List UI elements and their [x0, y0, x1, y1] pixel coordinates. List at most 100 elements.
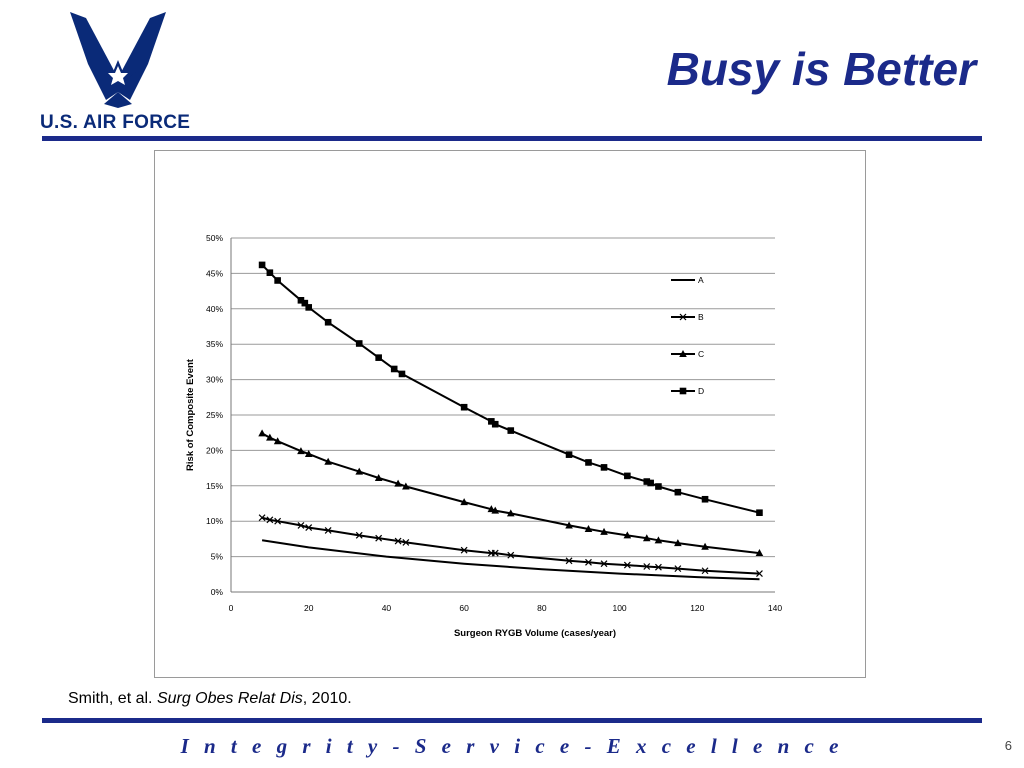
series-d-point	[274, 277, 281, 284]
y-tick-label: 30%	[206, 375, 223, 385]
chart-series	[258, 261, 764, 581]
citation-year: , 2010.	[302, 690, 352, 707]
chart-frame: 0% 5% 10% 15% 20% 25% 30% 35% 40% 45% 50% 0 20 40 60 80…	[154, 150, 866, 678]
series-c-point	[600, 527, 608, 535]
series-c-point	[266, 433, 274, 441]
series-d-point	[390, 365, 398, 373]
series-d-point	[655, 483, 662, 490]
series-d-point	[600, 464, 608, 471]
series-d-point	[643, 478, 651, 485]
page-number: 6	[1004, 738, 1012, 753]
series-b-point	[674, 565, 682, 573]
x-tick-label: 80	[537, 603, 547, 613]
series-d-point	[756, 509, 763, 517]
citation-journal: Surg Obes Relat Dis	[156, 690, 303, 707]
series-d-point	[674, 488, 682, 496]
series-c-point	[755, 549, 764, 557]
slide-title: Busy is Better	[666, 43, 976, 95]
y-tick-label: 20%	[206, 445, 223, 455]
series-c-point	[304, 449, 313, 457]
series-c-point	[258, 429, 266, 437]
series-c-point	[402, 482, 410, 490]
series-d-point	[398, 370, 406, 378]
series-b-point	[701, 567, 709, 575]
series-d-point	[324, 318, 332, 326]
legend-d-label: D	[698, 386, 704, 396]
series-c-point	[654, 536, 663, 544]
y-axis-label: Risk of Composite Event	[185, 358, 196, 471]
y-tick-label: 5%	[211, 552, 224, 562]
series-b-point	[375, 534, 383, 542]
series-b-point	[507, 551, 515, 559]
y-tick-label: 50%	[206, 233, 223, 243]
air-force-logo-icon	[70, 12, 166, 108]
citation: Smith, et al. Surg Obes Relat Dis, 2010.	[68, 690, 352, 708]
chart-gridlines	[231, 237, 775, 558]
footer-motto: I n t e g r i t y - S e r v i c e - E x …	[180, 734, 844, 758]
series-c-point	[394, 479, 402, 487]
series-d-point	[488, 418, 495, 425]
series-a-line	[261, 539, 760, 581]
series-d-point	[507, 427, 515, 434]
series-c-point	[623, 531, 632, 539]
x-tick-label: 40	[382, 603, 392, 613]
series-b-point	[600, 560, 608, 568]
series-b-point	[266, 516, 274, 524]
series-b-point	[402, 539, 410, 546]
series-b-point	[324, 526, 332, 534]
y-tick-label: 10%	[206, 516, 223, 526]
risk-vs-volume-chart: 0% 5% 10% 15% 20% 25% 30% 35% 40% 45% 50% 0 20 40 60 80…	[185, 233, 782, 639]
series-d-point	[301, 299, 309, 307]
legend-b-marker	[679, 313, 687, 321]
logo-wordmark: U.S. AIR FORCE	[40, 112, 191, 133]
x-tick-label: 0	[229, 603, 234, 613]
series-c-point	[506, 509, 515, 517]
series-d-point	[266, 269, 274, 276]
series-c-point	[297, 447, 305, 455]
x-axis-label: Surgeon RYGB Volume (cases/year)	[454, 628, 616, 639]
y-tick-label: 40%	[206, 304, 223, 314]
series-b-point	[565, 557, 573, 565]
series-d-point	[460, 403, 468, 411]
series-d-point	[701, 495, 709, 503]
x-tick-label: 60	[459, 603, 469, 613]
series-d-point	[297, 297, 305, 304]
series-b-point	[258, 514, 266, 522]
series-d-point	[565, 451, 573, 458]
y-tick-label: 45%	[206, 268, 223, 278]
series-d-point	[355, 340, 363, 347]
legend-c-marker	[679, 350, 687, 357]
series-b-point	[756, 570, 763, 578]
series-d-point	[258, 261, 266, 269]
chart-legend: A B C D	[671, 275, 704, 396]
series-c-point	[491, 506, 500, 514]
series-c-point	[374, 474, 383, 482]
legend-b-label: B	[698, 312, 704, 322]
series-c-point	[324, 457, 332, 465]
series-d-point	[647, 479, 654, 487]
series-d-point	[624, 472, 631, 480]
series-d-point	[305, 304, 313, 311]
series-b-point	[623, 561, 631, 569]
series-b-point	[655, 563, 662, 571]
bottom-divider	[42, 718, 982, 723]
series-d-point	[491, 420, 499, 428]
y-tick-label: 0%	[211, 587, 224, 597]
citation-author: Smith, et al.	[68, 690, 153, 707]
series-b-point	[585, 558, 592, 566]
series-b-point	[305, 524, 313, 531]
series-c-point	[460, 498, 468, 506]
series-b-point	[274, 517, 282, 525]
legend-a-label: A	[698, 275, 704, 285]
series-d-point	[585, 459, 592, 466]
x-tick-label: 140	[768, 603, 782, 613]
series-d-point	[375, 354, 382, 361]
series-c-point	[355, 467, 364, 475]
x-tick-label: 100	[612, 603, 626, 613]
legend-c-label: C	[698, 349, 704, 359]
series-b-point	[491, 549, 499, 557]
series-c-point	[273, 437, 282, 445]
x-tick-label: 120	[690, 603, 704, 613]
y-tick-label: 35%	[206, 339, 223, 349]
series-b-point	[643, 563, 651, 570]
